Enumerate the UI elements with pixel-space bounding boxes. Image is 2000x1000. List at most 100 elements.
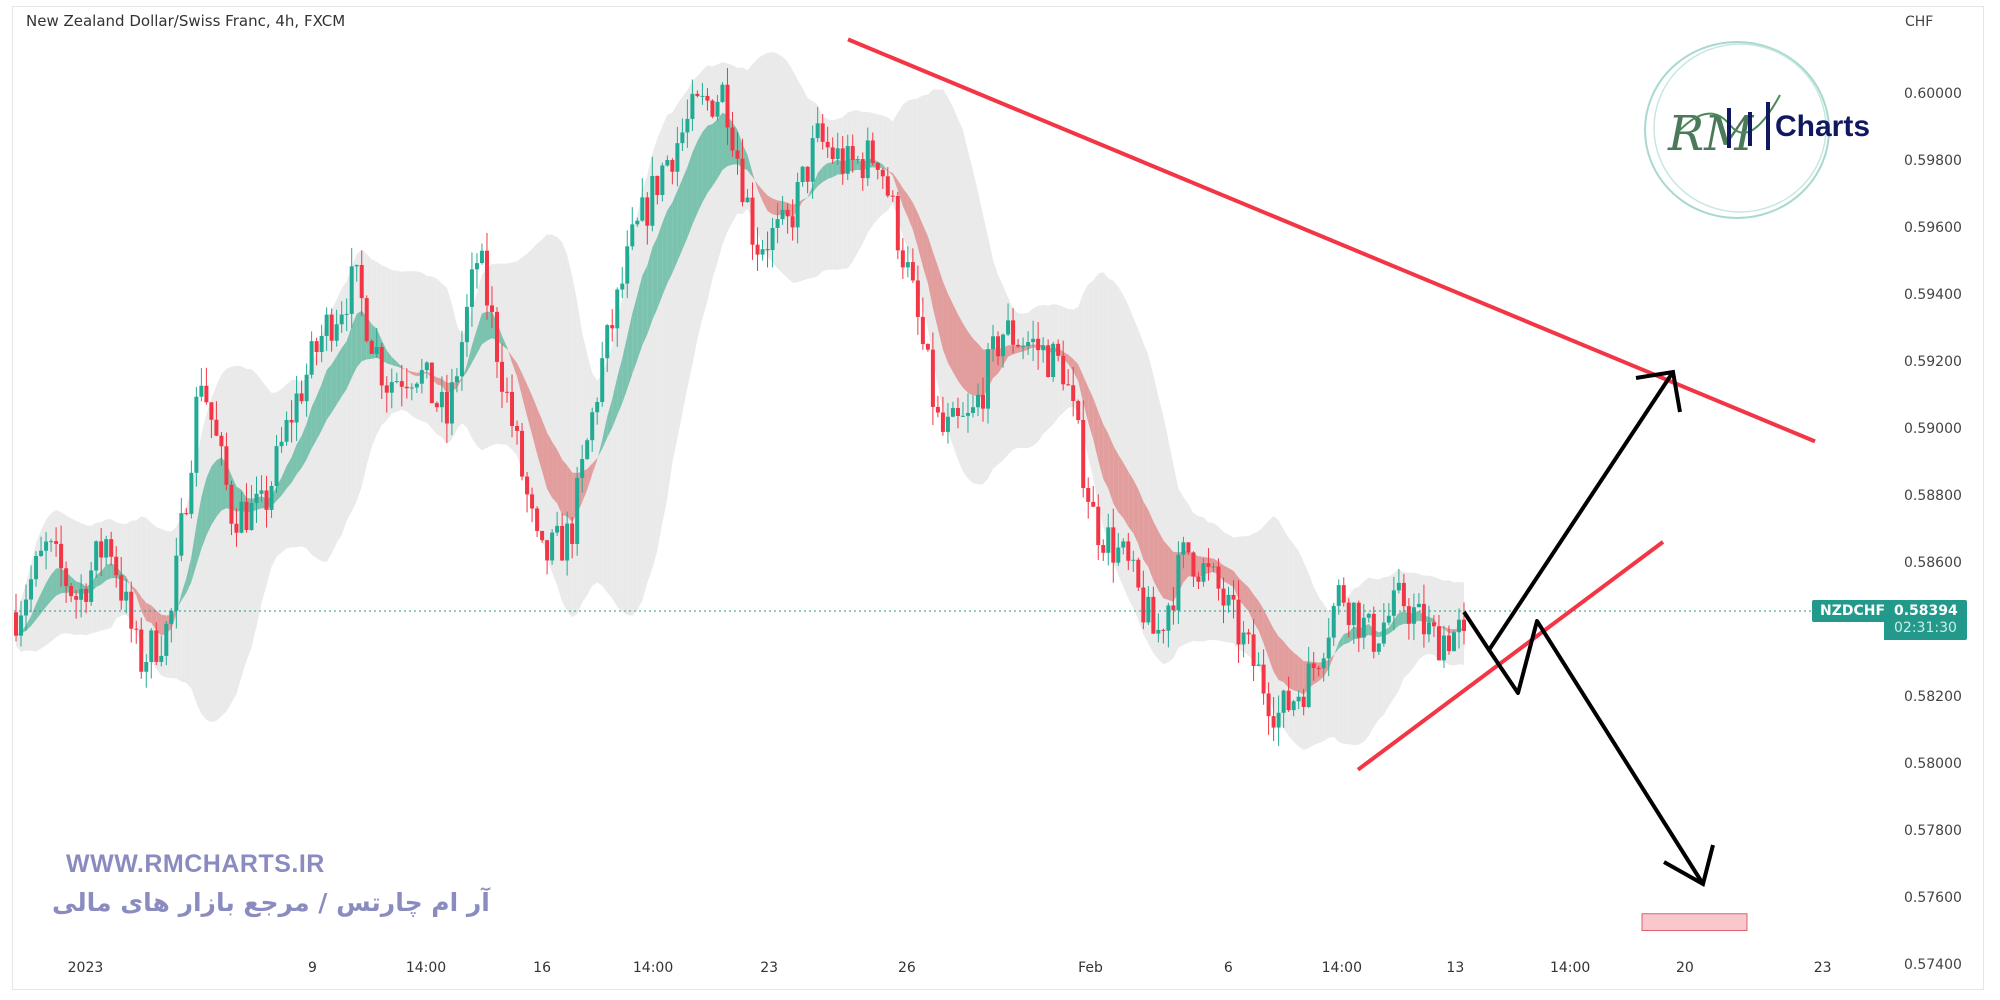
ribbon-segment [637, 275, 643, 361]
ribbon-segment [1248, 587, 1254, 623]
candle-body [996, 336, 1001, 357]
candle [835, 132, 840, 165]
candle [1306, 646, 1311, 709]
candle [1246, 628, 1251, 645]
candle-body [1286, 690, 1291, 711]
candle-body [1051, 343, 1056, 377]
envelope-segment [777, 53, 783, 274]
ribbon-segment [1123, 462, 1129, 527]
candle-body [344, 313, 349, 315]
ribbon-segment [767, 195, 773, 215]
candle-body [1161, 629, 1166, 631]
envelope-segment [16, 599, 22, 652]
candle-body [1431, 622, 1436, 627]
candle [1426, 605, 1431, 643]
candle [1161, 628, 1166, 644]
candle [810, 125, 815, 199]
ribbon-segment [852, 159, 858, 171]
candle [139, 617, 144, 679]
candle-body [665, 159, 670, 166]
candle-body [695, 93, 700, 97]
candle-body [705, 95, 710, 101]
candle [905, 246, 910, 278]
candle-body [269, 485, 274, 510]
candle-body [1036, 338, 1041, 351]
candle [294, 375, 299, 441]
candle-body [900, 250, 905, 268]
candle [715, 94, 720, 121]
candle [1436, 615, 1441, 661]
x-tick-label: 23 [760, 960, 778, 976]
price-axis[interactable]: CHF 0.60000 0.59800 0.59600 0.59400 0.59200 0.… [1904, 14, 1962, 973]
candle [409, 383, 414, 401]
candle [489, 286, 494, 328]
candle [1031, 320, 1036, 362]
envelope-segment [1018, 313, 1024, 449]
candle-body [169, 610, 174, 624]
envelope-segment [1023, 312, 1029, 449]
candle-body [710, 100, 715, 117]
candle-body [1221, 588, 1226, 606]
candle [34, 551, 39, 587]
candle-body [214, 419, 219, 436]
candle [1026, 331, 1031, 355]
ribbon-segment [201, 478, 207, 549]
envelope-segment [426, 275, 432, 429]
candle-body [515, 426, 520, 431]
candle-body [635, 220, 640, 225]
ribbon-segment [1108, 433, 1114, 504]
ribbon-segment [1168, 546, 1174, 602]
ribbon-segment [1153, 521, 1159, 591]
candle-body [99, 541, 104, 558]
ribbon-segment [481, 311, 487, 345]
candle-body [69, 586, 74, 597]
candle-body [144, 662, 149, 672]
candle [1016, 338, 1021, 348]
x-tick-label: 2023 [68, 960, 104, 976]
envelope-segment [321, 319, 327, 563]
envelope-segment [967, 150, 973, 484]
envelope-segment [542, 234, 548, 558]
candle-body [114, 556, 119, 576]
candle-body [800, 166, 805, 183]
bullish-scenario-arrow [1462, 370, 1675, 652]
ribbon-segment [1238, 577, 1244, 606]
candle-body [1246, 632, 1251, 635]
candle-body [755, 244, 760, 255]
ribbon-segment [567, 465, 573, 523]
time-axis[interactable]: 2023 9 14:00 16 14:00 23 26 Feb 6 14:00 13 14:00 20 2… [68, 960, 1832, 976]
ribbon-segment [401, 366, 407, 372]
candle-body [1211, 566, 1216, 568]
envelope-segment [366, 254, 372, 466]
candle [860, 152, 865, 191]
candle [464, 294, 469, 357]
ribbon-segment [807, 185, 813, 198]
candle-body [119, 575, 124, 601]
candle [279, 426, 284, 453]
candle-body [1131, 559, 1136, 561]
candle-body [1371, 613, 1376, 652]
envelope-segment [276, 389, 282, 557]
candle-body [1241, 632, 1246, 645]
candle [700, 82, 705, 105]
candle [1431, 615, 1436, 638]
candle-body [149, 630, 154, 663]
candle-body [970, 407, 975, 413]
candle-body [690, 93, 695, 119]
ribbon-segment [922, 224, 928, 284]
envelope-segment [937, 89, 943, 412]
candle [1006, 303, 1011, 337]
candle-body [605, 325, 610, 359]
candle-body [575, 477, 580, 544]
x-tick-label: 13 [1446, 960, 1464, 976]
envelope-segment [1268, 516, 1274, 712]
candle [164, 621, 169, 666]
ribbon-segment [31, 604, 37, 627]
candle [945, 403, 950, 444]
candle-body [1281, 690, 1286, 713]
candle [1041, 337, 1046, 363]
ribbon-segment [1273, 628, 1279, 680]
candle-body [249, 502, 254, 531]
candle [1216, 558, 1221, 601]
